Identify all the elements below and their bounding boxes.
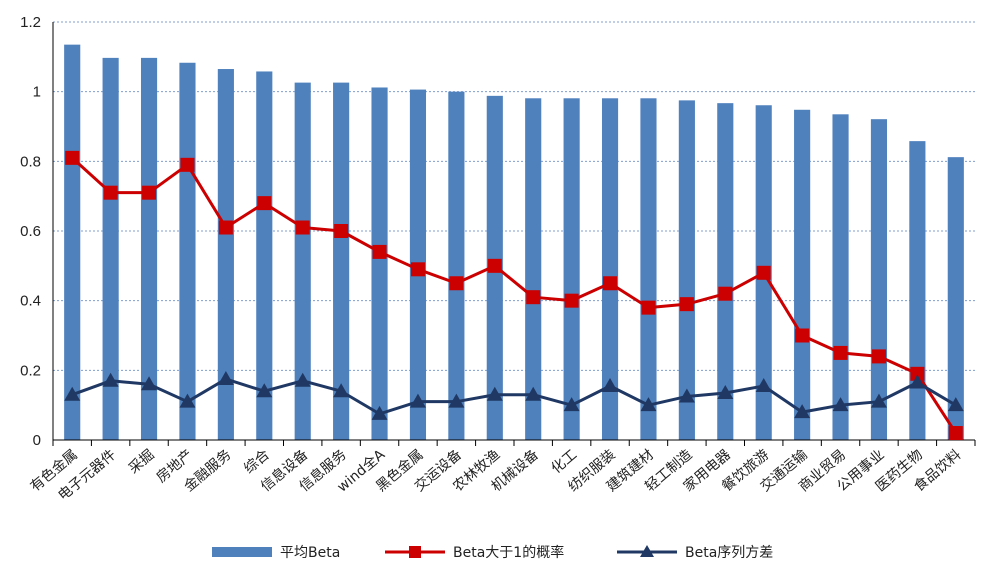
- legend-label: Beta序列方差: [685, 545, 773, 561]
- data-point: [717, 384, 734, 399]
- data-point: [448, 393, 465, 408]
- bar: [140, 57, 158, 441]
- data-point: [179, 393, 196, 408]
- x-tick-label: 综合: [241, 447, 273, 477]
- bar: [794, 109, 811, 440]
- data-point: [525, 386, 542, 401]
- axes: [52, 22, 976, 446]
- bar: [333, 82, 350, 441]
- legend-label: Beta大于1的概率: [453, 544, 564, 561]
- data-point: [102, 372, 119, 387]
- data-point: [334, 224, 349, 238]
- data-point: [870, 393, 887, 408]
- y-tick-label: 0: [33, 432, 41, 449]
- data-point: [257, 196, 272, 211]
- data-point: [563, 397, 580, 412]
- legend-marker: [640, 545, 654, 557]
- data-point: [449, 276, 464, 291]
- bar: [563, 98, 580, 440]
- data-point: [142, 185, 157, 200]
- data-point: [294, 372, 311, 387]
- x-tick-label: 采掘: [126, 447, 158, 477]
- bar: [832, 114, 849, 440]
- data-point: [948, 426, 963, 441]
- data-point: [909, 374, 926, 389]
- y-tick-label: 1: [33, 84, 41, 101]
- data-point: [64, 386, 81, 401]
- data-point: [910, 366, 925, 381]
- data-point: [372, 244, 387, 259]
- y-tick-label: 1.2: [20, 14, 41, 31]
- data-point: [755, 378, 772, 393]
- data-point: [65, 150, 80, 165]
- data-point: [871, 349, 886, 364]
- series-line: [71, 377, 957, 416]
- data-point: [679, 297, 694, 312]
- data-point: [410, 262, 425, 277]
- y-tick-label: 0.8: [20, 153, 41, 170]
- line-series: [64, 150, 964, 441]
- bar: [64, 44, 81, 441]
- data-point: [718, 286, 733, 301]
- bar: [525, 98, 542, 440]
- bar: [909, 141, 926, 440]
- data-point: [217, 371, 234, 386]
- data-point: [333, 383, 350, 398]
- data-point: [640, 397, 657, 412]
- data-point: [141, 376, 158, 391]
- legend-marker: [409, 546, 421, 558]
- data-point: [603, 276, 618, 291]
- y-tick-label: 0.4: [20, 293, 41, 310]
- data-point: [832, 397, 849, 412]
- data-point: [218, 220, 233, 235]
- bar: [870, 119, 888, 440]
- data-point: [794, 404, 811, 419]
- bar: [102, 57, 119, 441]
- data-point: [295, 220, 310, 235]
- bar: [601, 98, 619, 440]
- legend: 平均Beta Beta大于1的概率 Beta序列方差: [212, 544, 773, 561]
- data-point: [486, 386, 503, 401]
- data-point: [602, 378, 619, 393]
- bar-series: [64, 44, 964, 441]
- bar: [448, 91, 465, 441]
- gridlines: [53, 21, 975, 371]
- data-point: [795, 328, 810, 343]
- y-tick-label: 0.6: [20, 223, 41, 240]
- data-point: [180, 157, 195, 172]
- data-point: [256, 383, 273, 398]
- data-point: [756, 265, 771, 280]
- x-tick-label: 化工: [548, 447, 580, 477]
- y-tick-label: 0.2: [20, 362, 41, 379]
- legend-swatch: [212, 547, 272, 557]
- data-point: [409, 393, 426, 408]
- data-point: [487, 258, 502, 273]
- data-point: [947, 397, 964, 412]
- data-point: [526, 290, 541, 305]
- bar: [640, 98, 657, 440]
- bar: [256, 71, 273, 441]
- bar: [371, 87, 388, 440]
- bar: [678, 100, 695, 440]
- data-point: [678, 388, 695, 403]
- data-point: [371, 405, 388, 420]
- bar: [717, 103, 734, 440]
- bar: [217, 69, 234, 441]
- data-point: [833, 345, 848, 360]
- legend-label: 平均Beta: [280, 545, 340, 561]
- data-point: [641, 300, 656, 315]
- data-point: [564, 293, 579, 308]
- y-tick-labels: 0 0.2 0.4 0.6 0.8 1 1.2: [20, 14, 41, 449]
- bar: [947, 157, 964, 441]
- bar: [294, 82, 311, 441]
- data-point: [103, 185, 118, 200]
- bar: [179, 62, 196, 440]
